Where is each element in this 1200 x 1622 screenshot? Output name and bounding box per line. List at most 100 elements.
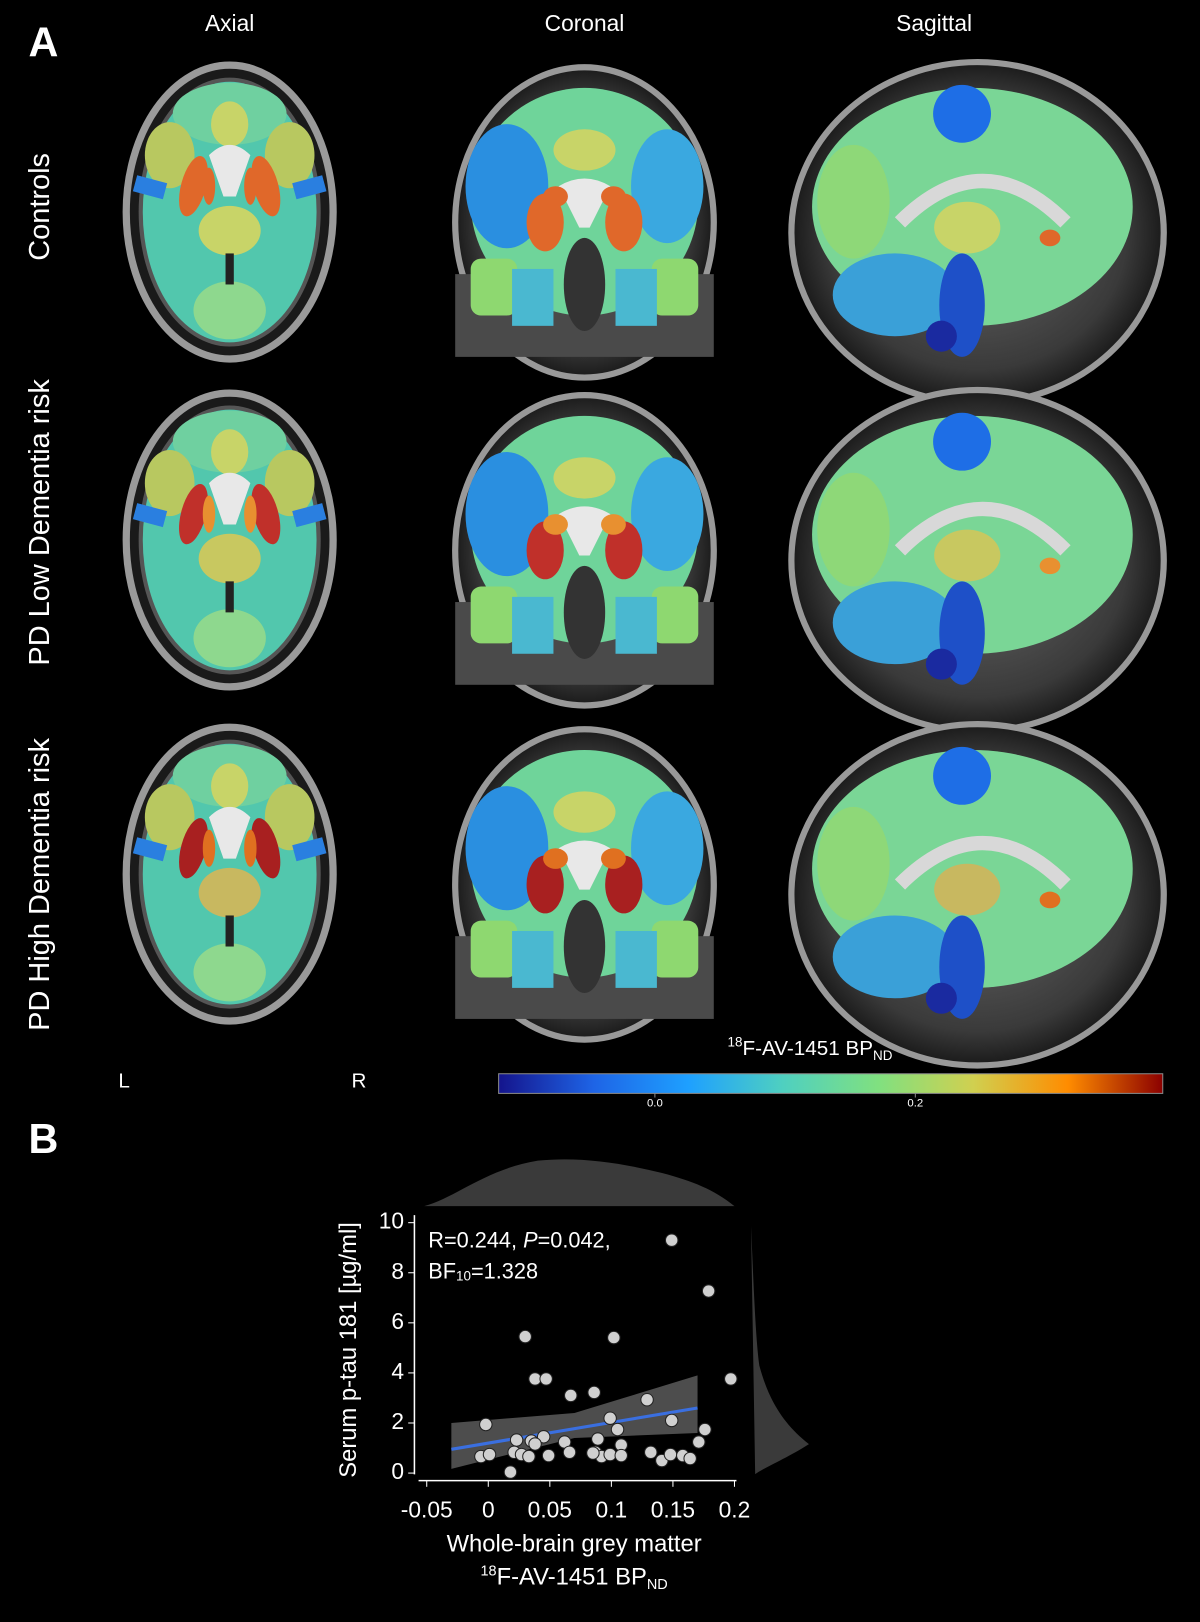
lateral-cortex [631,457,704,572]
fusiform [615,268,657,326]
striatum [605,521,643,580]
striatum [526,521,564,580]
temporal [264,784,315,851]
coronal-slice [452,726,717,1043]
temporal [651,586,699,644]
point [724,1372,738,1386]
occipital [817,144,890,259]
lateral-cortex [631,129,704,244]
y-axis-label: Serum p-tau 181 [µg/ml] [335,1222,362,1478]
y-tick-label: 8 [391,1258,404,1284]
parietal [933,84,992,143]
insula [292,175,327,200]
striatum [605,193,643,252]
sagittal-slice [788,386,1167,735]
cerebellum [832,253,957,337]
brainstem [563,899,606,994]
stat-annotation: R=0.244, P=0.042, [428,1227,610,1252]
temporal [144,449,195,517]
pallidum [202,829,216,867]
temporal [470,920,518,978]
striatum [526,193,564,252]
point [640,1392,654,1407]
coronal-slice [452,64,717,381]
point [564,1388,578,1403]
x-tick-label: 0.1 [596,1497,628,1523]
temporal [144,122,195,189]
row-label: PD Low Dementia risk [24,379,56,666]
midline [225,253,234,285]
point [479,1417,493,1432]
subscript: ND [647,1577,668,1593]
striatum [251,483,281,545]
point [701,1284,716,1298]
row-label: PD High Dementia risk [24,738,56,1031]
point [518,1329,532,1344]
thalamus [934,529,1001,582]
striatum-top [601,514,626,535]
x-tick-label: 0.2 [719,1497,751,1523]
striatum [1039,229,1061,247]
point [503,1465,518,1479]
pallidum [244,495,257,533]
point [664,1233,679,1247]
striatum [605,855,643,914]
temporal [470,586,518,644]
point [509,1433,524,1447]
ventricle [208,806,251,859]
insula [292,837,327,862]
cingulate [553,129,616,171]
stat-p-symbol: P [523,1227,538,1252]
point [692,1435,706,1449]
fusiform [512,596,554,654]
point [644,1445,658,1460]
point [482,1447,497,1462]
point [539,1372,553,1386]
cingulate [211,429,249,475]
point [664,1413,679,1428]
striatum-top [543,186,568,207]
sagittal-slice [788,721,1167,1069]
thalamus [198,533,261,584]
colorbar-title: 18F-AV-1451 BPND [727,1034,892,1062]
cingulate [553,791,616,833]
orientation-label: L [118,1069,129,1092]
point [562,1445,577,1460]
striatum [1039,557,1061,575]
insula [292,503,327,528]
point [603,1447,617,1462]
parietal [933,412,992,471]
y-tick-label: 4 [391,1358,404,1384]
point [587,1385,601,1400]
ventricle [558,840,611,890]
column-label: Coronal [545,10,625,36]
axial-slice [122,723,337,1025]
temporal [264,449,315,517]
striatum [179,156,208,217]
axial-slice [122,61,337,363]
temporal [470,258,518,316]
colorbar [498,1073,1164,1094]
sagittal-slice [788,58,1167,407]
occipital [193,943,266,1002]
marginal-density-x [424,1159,735,1207]
stat-bf: BF [428,1258,456,1283]
point [607,1330,621,1345]
occipital [817,472,890,587]
fusiform [512,268,554,326]
temporal [264,122,315,189]
striatum-top [543,848,568,869]
midline [225,581,234,613]
insula [132,837,168,862]
colorbar-tick-label: 0.0 [647,1098,663,1110]
x-axis-label: 18F-AV-1451 BPND [481,1563,668,1592]
point [591,1432,605,1446]
pallidum [202,495,216,533]
stat-bf-sub: 10 [456,1268,471,1283]
striatum [526,855,564,914]
column-label: Axial [205,10,254,36]
pallidum [202,167,216,205]
temporal [651,920,699,978]
